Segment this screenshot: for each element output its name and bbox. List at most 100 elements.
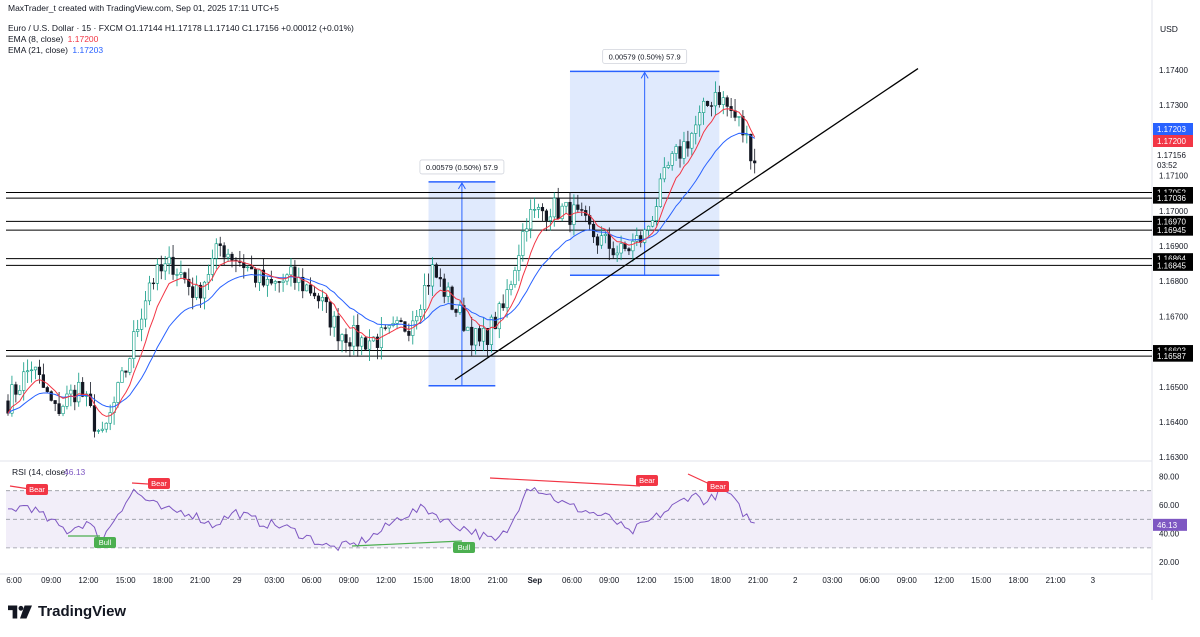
candle [191,277,195,310]
candle-body [525,228,529,232]
price-tick-label: 1.16300 [1159,453,1188,462]
candle [269,270,273,286]
candle-body [132,331,136,359]
time-tick-label: 12:00 [78,576,99,585]
measure-box: 0.00579 (0.50%) 57.9 [419,159,505,387]
candle [61,404,65,417]
candle-body [92,405,97,432]
candle [265,276,269,297]
candle-body [603,233,607,236]
time-tick-label: 12:00 [636,576,657,585]
candle-body [316,295,321,302]
candle [430,257,435,296]
time-tick-label: 18:00 [153,576,174,585]
candle [285,273,289,286]
bear-divergence: Bear [687,473,729,492]
divergence-label-box [26,484,48,495]
rsi-tick-label: 20.00 [1159,558,1180,567]
candle [690,131,694,156]
candle-body [336,315,340,342]
ema8-legend[interactable]: EMA (8, close) 1.17200 [8,34,98,45]
candle-body [560,205,564,220]
candle-body [128,358,132,373]
time-tick-label: 12:00 [376,576,397,585]
candle [360,335,364,356]
candle [725,95,729,117]
candle [576,194,580,213]
candle [198,282,203,308]
candle-body [489,316,493,345]
candle-body [14,384,18,395]
candle [395,316,399,330]
candle-body [191,286,195,298]
tradingview-logo-icon [8,605,32,618]
candle [214,238,218,270]
level-badge [1153,350,1193,362]
tradingview-logo[interactable]: TradingView [8,603,126,620]
candle [560,203,564,222]
candle-body [120,370,124,383]
candle [721,91,725,115]
candle-body [725,97,729,107]
candle-body [564,201,568,207]
time-tick-label: 3 [1091,576,1096,585]
candle [517,244,521,282]
candle [104,422,108,433]
candle-body [136,329,140,332]
candle [737,116,741,127]
candle [147,275,152,306]
candle-body [544,210,549,221]
candle-body [246,266,250,269]
ema8-line [7,108,756,417]
price-tick-label: 1.17100 [1159,172,1188,181]
candle-body [674,146,678,154]
candle-body [521,231,525,256]
symbol-line[interactable]: Euro / U.S. Dollar · 15 · FXCM O1.17144 … [8,23,354,33]
candle-body [108,412,112,424]
candle-body [81,381,85,397]
candle-body [261,269,266,286]
candle-body [658,178,662,207]
candle [513,266,517,288]
candle [658,173,662,208]
candle [297,267,301,292]
time-tick-label: 21:00 [1046,576,1067,585]
candle-body [576,204,580,210]
candle-body [96,430,100,432]
bear-divergence: Bear [131,478,170,489]
candle [356,314,360,357]
candle-body [678,146,682,159]
candle [552,192,556,227]
candle [242,254,246,279]
price-badge-label: 1.17200 [1157,137,1186,146]
candle-body [175,274,179,276]
price-tick-label: 1.16900 [1159,242,1188,251]
candle-body [415,315,419,322]
candle [143,290,148,328]
candle-body [33,366,38,371]
candle [234,257,238,273]
divergence-label: Bear [710,482,726,491]
candle-body [22,371,26,391]
ema21-legend[interactable]: EMA (21, close) 1.17203 [8,45,103,56]
candle [533,197,537,218]
ema21-value: 1.17203 [72,45,104,55]
candle-body [497,303,501,330]
candle-body [45,387,49,392]
candle [564,201,568,214]
candle-body [53,400,57,404]
candle-body [151,282,156,285]
candle-body [422,285,427,310]
candle-body [741,116,745,136]
candle-body [717,92,721,105]
candle-body [281,280,285,283]
candle [646,225,651,236]
candle-body [195,284,199,298]
measure-label: 0.00579 (0.50%) 57.9 [426,163,498,172]
creator-line: MaxTrader_t created with TradingView.com… [8,3,279,13]
time-tick-label: 09:00 [41,576,62,585]
candle [277,281,281,293]
candle-body [580,209,584,211]
candle [662,157,666,183]
